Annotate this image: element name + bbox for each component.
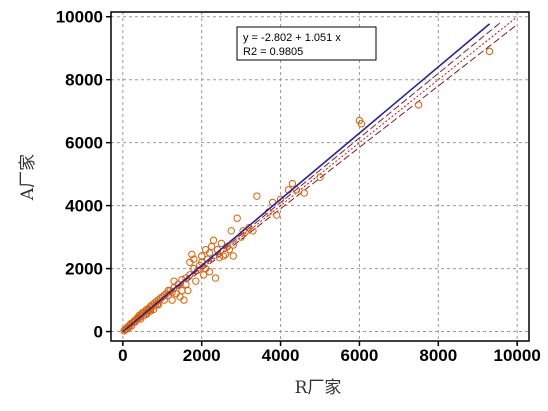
data-point [239, 227, 247, 235]
x-tick-label: 0 [118, 346, 127, 365]
data-point [199, 271, 208, 279]
data-point [211, 274, 220, 282]
x-tick-label: 4000 [262, 346, 300, 365]
data-point [207, 242, 216, 251]
x-tick-label: 8000 [419, 346, 457, 365]
y-tick-label: 10000 [56, 8, 103, 27]
regression-line-path [122, 23, 491, 333]
plot-frame [110, 11, 530, 342]
x-tick-label: 6000 [341, 346, 379, 365]
data-point [485, 47, 494, 56]
r2-text: R2 = 0.9805 [243, 46, 303, 58]
data-point [209, 236, 218, 244]
data-point [288, 179, 297, 188]
data-point [205, 268, 214, 276]
data-point [276, 195, 285, 204]
data-point [168, 296, 176, 304]
data-point [300, 189, 308, 197]
data-point [201, 245, 210, 254]
data-point [194, 266, 202, 274]
data-point [249, 227, 257, 235]
x-tick-label: 10000 [494, 346, 541, 365]
data-point [316, 173, 324, 181]
x-tick-label: 2000 [183, 346, 221, 365]
data-point [186, 271, 194, 279]
data-point [221, 250, 230, 259]
confidence-band [122, 21, 518, 332]
data-point [227, 227, 235, 235]
data-point [197, 252, 206, 260]
y-tick-label: 8000 [65, 71, 103, 90]
equation-text: y = -2.802 + 1.051 x [243, 32, 341, 44]
data-point [233, 214, 241, 222]
equation-box: y = -2.802 + 1.051 x R2 = 0.9805 [236, 26, 377, 61]
data-point [272, 211, 281, 219]
data-point [170, 277, 178, 285]
data-point [151, 302, 159, 310]
regression-line [122, 23, 491, 333]
y-tick-label: 2000 [65, 260, 103, 279]
axis-ticks: 0 2000 4000 6000 8000 10000 0 2000 4000 6000 8000 1… [56, 8, 541, 365]
data-point [182, 280, 190, 289]
data-point [229, 241, 237, 249]
data-point [225, 245, 234, 254]
data-points [120, 47, 494, 335]
y-tick-label: 0 [94, 323, 103, 342]
grid-lines [111, 12, 529, 341]
data-point [188, 250, 196, 259]
y-axis-title: A厂家 [18, 154, 38, 201]
data-point [215, 253, 224, 262]
data-point [127, 322, 136, 330]
data-point [178, 286, 186, 295]
data-point [192, 277, 200, 285]
data-point [414, 101, 423, 109]
data-point [180, 296, 188, 304]
data-point [229, 252, 237, 260]
band-upper-line [122, 21, 502, 332]
x-axis-title: R厂家 [295, 378, 342, 398]
band-lower-line [122, 24, 518, 332]
data-point [186, 258, 194, 266]
y-tick-label: 6000 [65, 134, 103, 153]
data-point [160, 291, 168, 300]
data-point [253, 192, 261, 200]
data-point [217, 239, 226, 248]
data-point [357, 120, 366, 128]
data-point [219, 252, 228, 260]
y-tick-label: 4000 [65, 197, 103, 216]
